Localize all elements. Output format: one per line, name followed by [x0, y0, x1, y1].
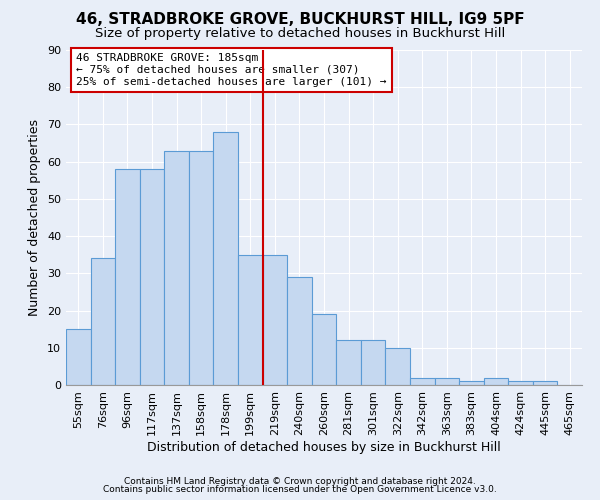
- Bar: [361, 340, 385, 385]
- Bar: [484, 378, 508, 385]
- Bar: [410, 378, 434, 385]
- Bar: [385, 348, 410, 385]
- Bar: [533, 382, 557, 385]
- Bar: [263, 254, 287, 385]
- Bar: [115, 169, 140, 385]
- Bar: [312, 314, 336, 385]
- Text: Contains public sector information licensed under the Open Government Licence v3: Contains public sector information licen…: [103, 485, 497, 494]
- Text: Contains HM Land Registry data © Crown copyright and database right 2024.: Contains HM Land Registry data © Crown c…: [124, 477, 476, 486]
- Bar: [189, 150, 214, 385]
- Text: 46, STRADBROKE GROVE, BUCKHURST HILL, IG9 5PF: 46, STRADBROKE GROVE, BUCKHURST HILL, IG…: [76, 12, 524, 28]
- Bar: [214, 132, 238, 385]
- Bar: [91, 258, 115, 385]
- Bar: [459, 382, 484, 385]
- Bar: [238, 254, 263, 385]
- Text: 46 STRADBROKE GROVE: 185sqm
← 75% of detached houses are smaller (307)
25% of se: 46 STRADBROKE GROVE: 185sqm ← 75% of det…: [76, 54, 387, 86]
- Bar: [287, 277, 312, 385]
- Bar: [164, 150, 189, 385]
- Bar: [140, 169, 164, 385]
- Text: Size of property relative to detached houses in Buckhurst Hill: Size of property relative to detached ho…: [95, 28, 505, 40]
- Bar: [508, 382, 533, 385]
- Bar: [66, 329, 91, 385]
- Bar: [336, 340, 361, 385]
- Y-axis label: Number of detached properties: Number of detached properties: [28, 119, 41, 316]
- Bar: [434, 378, 459, 385]
- X-axis label: Distribution of detached houses by size in Buckhurst Hill: Distribution of detached houses by size …: [147, 440, 501, 454]
